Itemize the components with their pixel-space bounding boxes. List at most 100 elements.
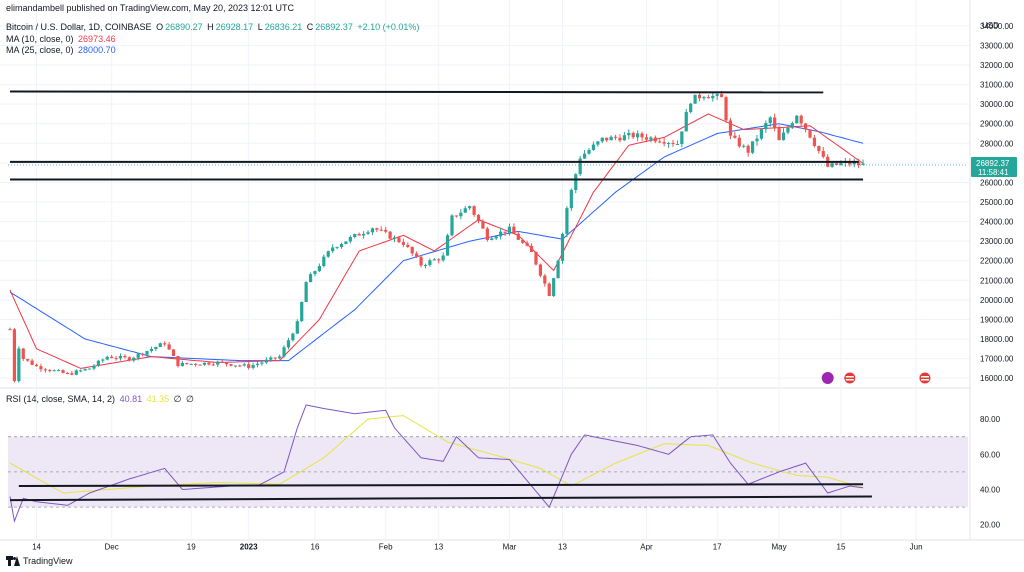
candle-body <box>631 132 635 138</box>
candle-body <box>697 94 702 99</box>
candle-body <box>556 260 560 279</box>
candle-body <box>30 360 34 365</box>
candle-body <box>295 321 299 334</box>
candle-body <box>273 357 277 359</box>
rsi-sma-value: 41.35 <box>146 394 170 404</box>
candle-body <box>658 141 662 143</box>
candle-body <box>525 242 529 246</box>
candle-body <box>335 247 339 249</box>
candle-body <box>123 355 127 358</box>
candle-body <box>790 123 794 128</box>
ma25-line <box>9 123 864 362</box>
rsi-null-value-2: ∅ <box>186 394 194 404</box>
candle-body <box>304 282 308 302</box>
candle-body <box>158 343 162 347</box>
candle-body <box>70 373 74 375</box>
candle-body <box>476 214 481 222</box>
time-tick-label: 16 <box>311 543 320 552</box>
time-tick-label: Dec <box>105 543 119 552</box>
rsi-tick-label: 60.00 <box>980 450 1001 459</box>
low-label: L <box>257 22 263 32</box>
candle-body <box>432 259 436 261</box>
time-tick-label: Apr <box>640 543 653 552</box>
candle-body <box>459 212 463 217</box>
candle-body <box>300 301 304 322</box>
price-tick-label: 34000.00 <box>980 22 1014 31</box>
candle-body <box>79 370 83 372</box>
tradingview-logo[interactable]: TradingView <box>6 556 73 566</box>
publisher-line: elimandambell published on TradingView.c… <box>6 3 294 13</box>
candle-body <box>194 363 198 365</box>
candle-body <box>817 145 821 152</box>
ma10-label: MA (10, close, 0) <box>6 34 74 44</box>
candle-body <box>742 145 746 147</box>
candle-body <box>450 215 454 236</box>
candle-body <box>238 365 242 367</box>
candle-body <box>755 138 759 142</box>
candle-body <box>242 364 246 366</box>
candle-body <box>777 127 781 141</box>
candle-body <box>662 142 666 144</box>
event-icons <box>821 371 932 385</box>
candle-body <box>264 359 268 363</box>
rsi-level-lines <box>8 436 968 508</box>
candle-body <box>684 112 688 132</box>
candle-body <box>671 143 675 145</box>
ma10-legend: MA (10, close, 0) 26973.46 <box>6 34 118 45</box>
candle-body <box>857 162 861 166</box>
bolt-icon <box>821 372 834 384</box>
price-tick-label: 22000.00 <box>980 257 1014 266</box>
candle-body <box>189 363 193 365</box>
price-tick-label: 21000.00 <box>980 276 1014 285</box>
candle-body <box>344 241 348 245</box>
candle-body <box>507 226 512 233</box>
candle-body <box>463 208 467 213</box>
candle-body <box>87 368 92 370</box>
candle-body <box>472 206 476 215</box>
candle-body <box>724 97 728 121</box>
candle-body <box>764 122 768 130</box>
rsi-axis[interactable]: 20.00 40.00 60.00 80.00 <box>980 415 1001 530</box>
candle-body <box>21 348 25 359</box>
time-tick-label: May <box>772 543 787 552</box>
candle-body <box>768 117 772 123</box>
price-tick-label: 16000.00 <box>980 374 1014 383</box>
candle-body <box>666 143 671 145</box>
last-price-tag <box>971 156 1017 177</box>
time-tick-label: Jun <box>910 543 923 552</box>
candle-body <box>145 351 149 355</box>
candle-body <box>481 221 485 229</box>
candle-body <box>375 228 379 230</box>
candle-body <box>388 231 392 239</box>
rsi-label: RSI (14, close, SMA, 14, 2) <box>6 394 116 404</box>
candle-body <box>521 239 525 243</box>
candle-body <box>269 357 273 360</box>
candle-body <box>74 370 78 375</box>
candle-body <box>180 362 184 367</box>
candle-body <box>693 94 697 104</box>
price-tick-label: 17000.00 <box>980 355 1014 364</box>
candle-body <box>286 340 291 348</box>
candle-body <box>392 237 397 239</box>
candle-body <box>830 163 834 167</box>
candle-body <box>454 215 459 217</box>
candle-body <box>308 274 313 283</box>
candle-body <box>52 370 56 372</box>
low-value: 26836.21 <box>264 22 303 32</box>
time-axis[interactable]: 14 Dec 19 2023 16 Feb 13 Mar 13 Apr 17 May 15 Jun <box>32 543 922 552</box>
candle-body <box>750 141 755 153</box>
candle-body <box>331 247 335 252</box>
candle-body <box>808 129 812 138</box>
ma25-value: 28000.70 <box>78 45 116 55</box>
candle-body <box>437 259 441 261</box>
us-flag-icon-circle <box>843 371 857 385</box>
candle-body <box>596 141 600 145</box>
rsi-line <box>9 404 864 524</box>
candle-body <box>149 348 154 352</box>
time-tick-label: 2023 <box>240 543 258 552</box>
candle-body <box>247 364 251 368</box>
candle-body <box>357 233 361 236</box>
candle-body <box>499 231 503 237</box>
